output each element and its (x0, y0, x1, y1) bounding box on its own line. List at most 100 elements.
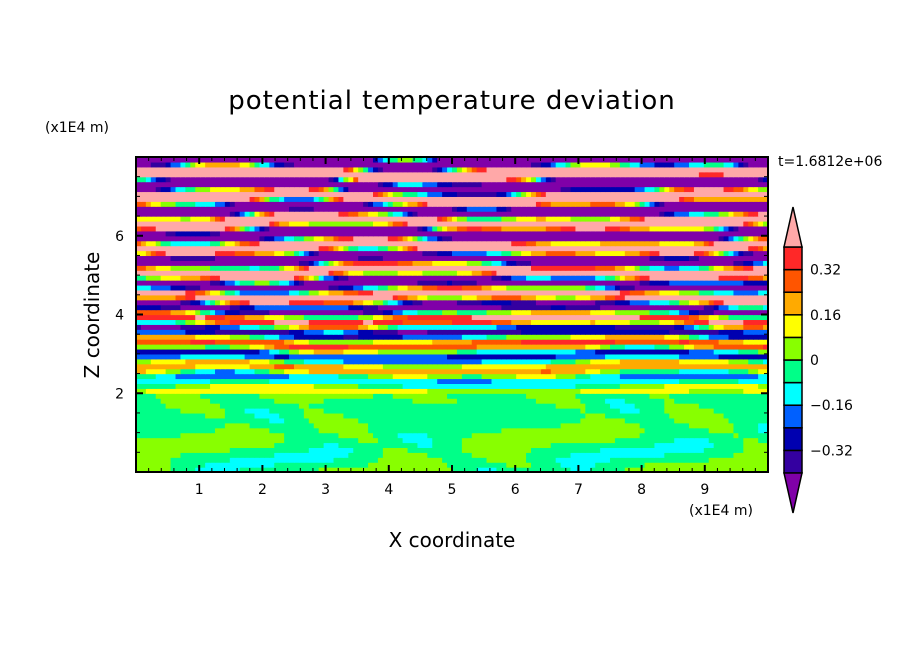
heatmap-cell (303, 403, 310, 409)
heatmap-cell (526, 289, 532, 296)
heatmap-cell (422, 363, 428, 370)
heatmap-cell (600, 334, 606, 340)
heatmap-cell (219, 363, 226, 370)
heatmap-cell (219, 447, 226, 453)
heatmap-cell (382, 319, 389, 325)
heatmap-cell (224, 324, 231, 330)
heatmap-cell (447, 344, 453, 350)
heatmap-cell (521, 358, 527, 365)
heatmap-cell (397, 319, 404, 325)
heatmap-cell (308, 339, 315, 345)
heatmap-cell (140, 388, 147, 394)
heatmap-cell (758, 334, 764, 340)
heatmap-cell (205, 348, 211, 355)
heatmap-cell (136, 452, 142, 458)
heatmap-cell (373, 294, 379, 301)
heatmap-cell (698, 368, 705, 375)
heatmap-cell (234, 339, 241, 345)
heatmap-cell (249, 412, 256, 419)
heatmap-cell (195, 299, 201, 306)
heatmap-cell (417, 457, 423, 463)
heatmap-cell (526, 280, 532, 286)
heatmap-cell (590, 329, 596, 335)
heatmap-cell (600, 393, 606, 399)
heatmap-cell (590, 304, 596, 311)
heatmap-cell (382, 314, 389, 321)
heatmap-cell (728, 299, 735, 306)
heatmap-cell (758, 452, 764, 458)
heatmap-cell (758, 383, 764, 389)
heatmap-cell (540, 447, 547, 453)
heatmap-cell (239, 457, 246, 463)
heatmap-cell (723, 329, 730, 335)
heatmap-cell (629, 437, 636, 444)
heatmap-cell (703, 280, 710, 286)
heatmap-cell (595, 304, 601, 311)
heatmap-cell (447, 284, 453, 291)
heatmap-cell (200, 412, 206, 419)
heatmap-cell (195, 398, 201, 404)
heatmap-cell (210, 427, 216, 434)
heatmap-cell (313, 319, 320, 325)
heatmap-cell (456, 294, 463, 301)
heatmap-cell (461, 457, 468, 463)
heatmap-cell (447, 309, 453, 316)
heatmap-cell (338, 383, 344, 389)
heatmap-cell (298, 324, 305, 330)
heatmap-cell (531, 358, 537, 365)
heatmap-cell (481, 363, 488, 370)
heatmap-cell (373, 398, 379, 404)
heatmap-cell (264, 329, 270, 335)
heatmap-cell (560, 304, 567, 311)
heatmap-cell (215, 329, 221, 335)
heatmap-cell (422, 427, 428, 434)
heatmap-cell (229, 398, 236, 404)
heatmap-cell (185, 309, 191, 316)
heatmap-cell (733, 408, 739, 414)
heatmap-cell (180, 427, 186, 434)
heatmap-cell (624, 393, 631, 399)
heatmap-cell (294, 373, 300, 380)
heatmap-cell (703, 289, 710, 296)
heatmap-cell (491, 422, 498, 429)
heatmap-cell (313, 348, 320, 355)
heatmap-cell (234, 309, 241, 316)
heatmap-cell (614, 383, 621, 389)
heatmap-cell (402, 457, 409, 463)
heatmap-cell (748, 452, 754, 458)
heatmap-cell (654, 348, 660, 355)
heatmap-cell (382, 432, 389, 439)
heatmap-cell (644, 329, 651, 335)
heatmap-cell (511, 383, 517, 389)
heatmap-cell (610, 442, 616, 448)
heatmap-cell (511, 422, 517, 429)
heatmap-cell (200, 289, 206, 296)
heatmap-cell (590, 309, 596, 316)
heatmap-cell (348, 437, 354, 444)
heatmap-cell (585, 309, 591, 316)
heatmap-cell (461, 437, 468, 444)
heatmap-cell (155, 304, 162, 311)
heatmap-cell (323, 280, 330, 286)
heatmap-cell (338, 294, 344, 301)
heatmap-cell (624, 348, 631, 355)
heatmap-cell (303, 353, 310, 360)
heatmap-cell (323, 462, 330, 468)
heatmap-cell (516, 334, 522, 340)
heatmap-cell (486, 412, 493, 419)
heatmap-cell (728, 383, 735, 389)
heatmap-cell (531, 452, 537, 458)
heatmap-cell (590, 353, 596, 360)
heatmap-cell (323, 383, 330, 389)
heatmap-cell (644, 457, 651, 463)
heatmap-cell (200, 363, 206, 370)
heatmap-cell (679, 427, 685, 434)
heatmap-cell (506, 299, 512, 306)
heatmap-cell (254, 304, 261, 311)
heatmap-cell (733, 368, 739, 375)
heatmap-cell (249, 334, 256, 340)
heatmap-cell (254, 388, 261, 394)
heatmap-cell (368, 403, 374, 409)
heatmap-cell (368, 447, 374, 453)
heatmap-cell (180, 383, 186, 389)
